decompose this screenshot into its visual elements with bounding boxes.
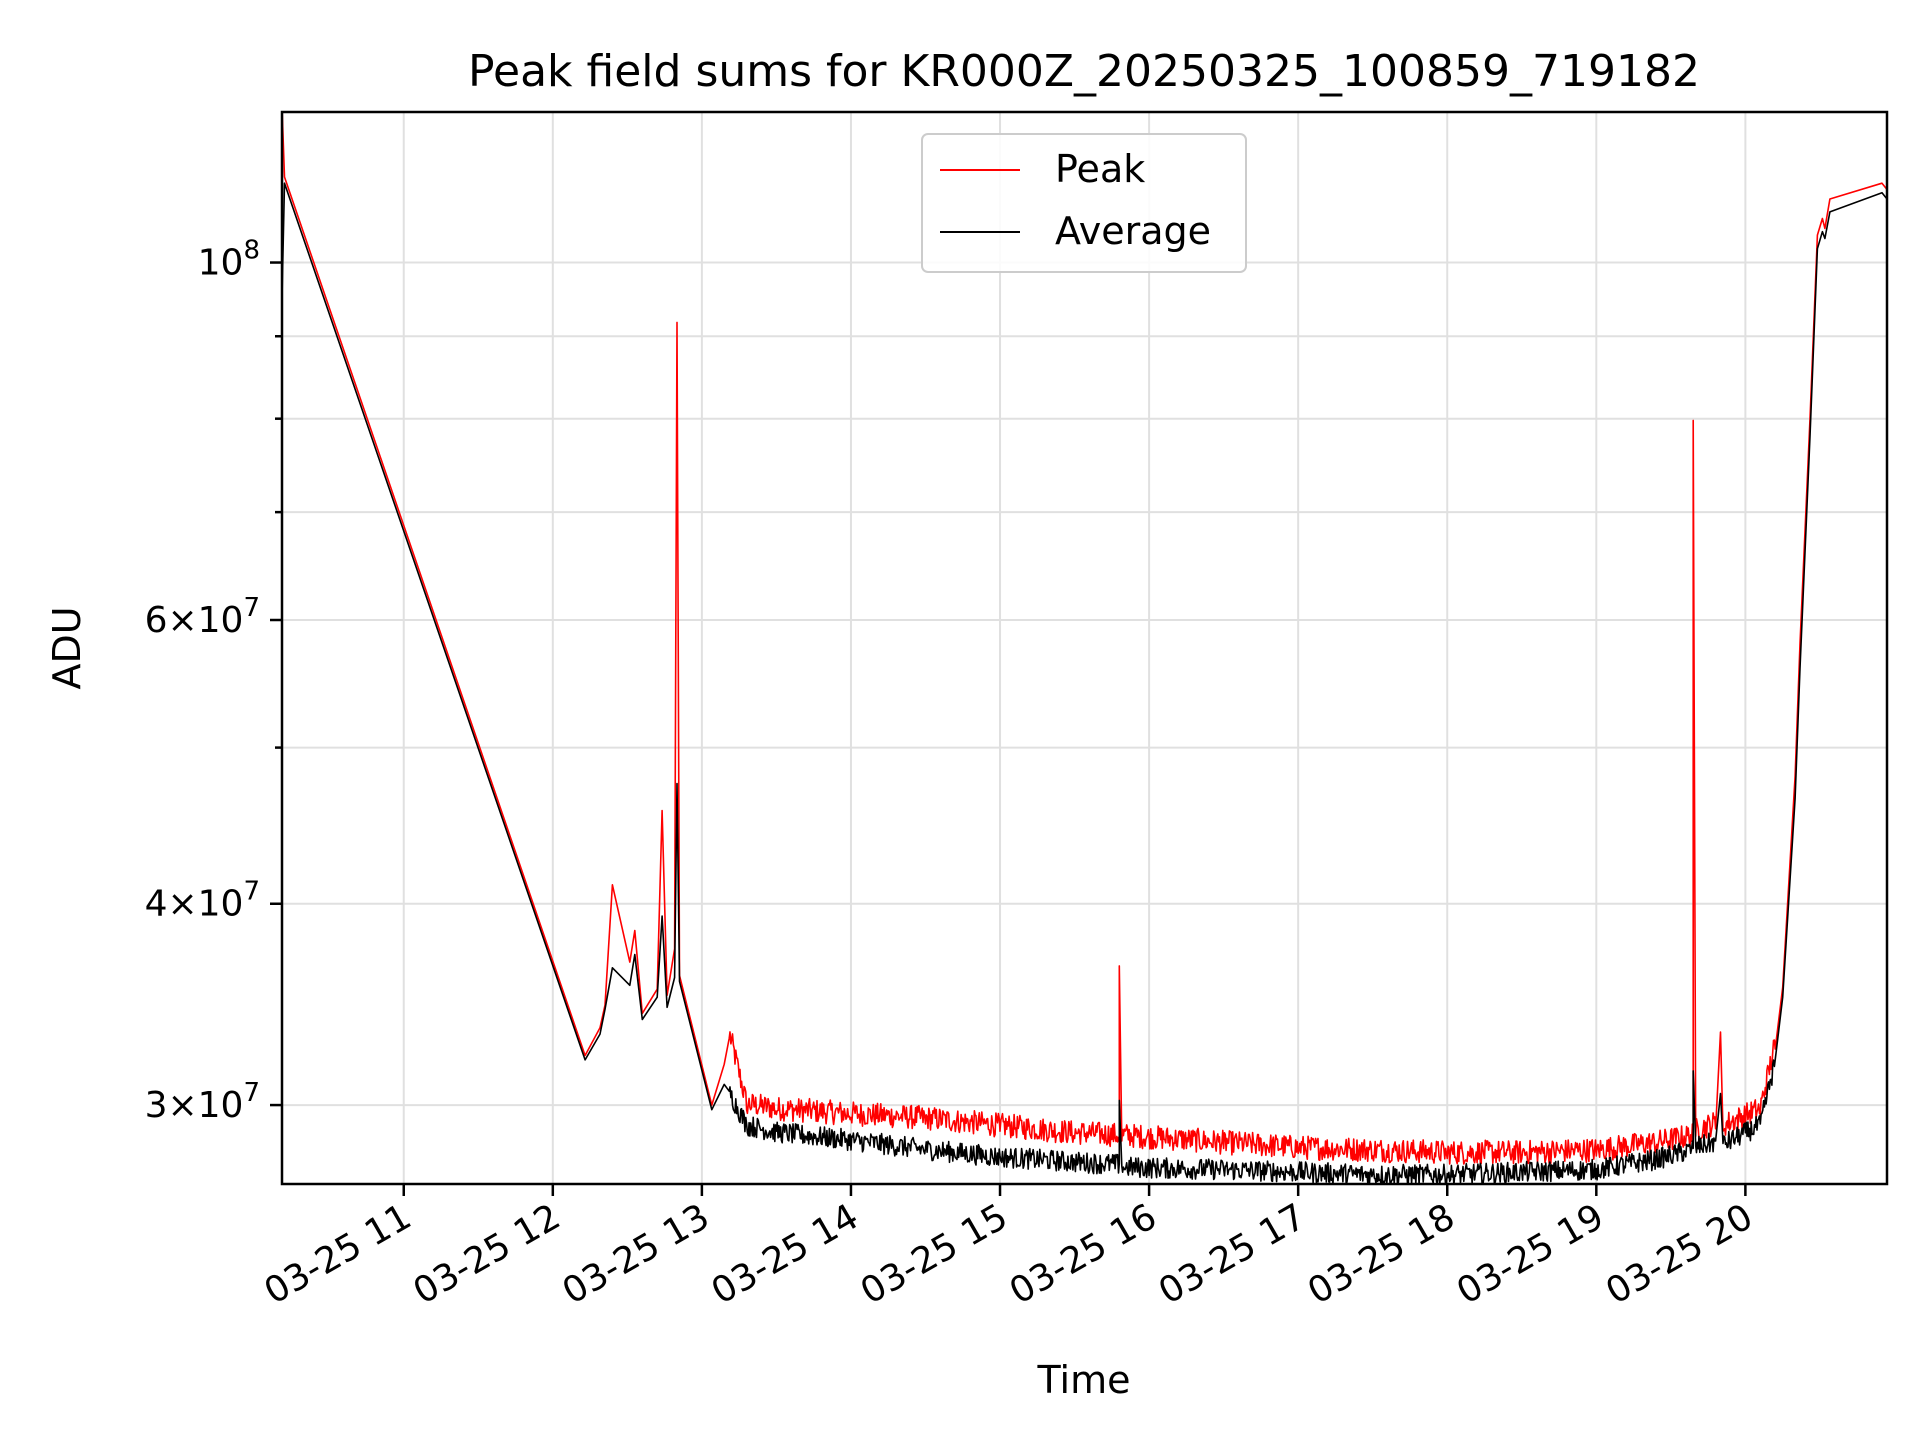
legend-box xyxy=(921,133,1247,273)
x-tick-label: 03-25 17 xyxy=(1152,1196,1313,1312)
legend-label-peak: Peak xyxy=(1055,147,1145,191)
x-tick-label: 03-25 16 xyxy=(1003,1196,1164,1312)
y-axis-label: ADU xyxy=(45,606,89,689)
y-axis: 3×107 4×107 6×107 108 xyxy=(145,236,282,1126)
x-tick-label: 03-25 12 xyxy=(407,1196,568,1312)
x-tick-label: 03-25 11 xyxy=(258,1196,419,1312)
plot-area xyxy=(282,112,1887,1184)
series-line-peak xyxy=(282,112,1887,1165)
chart-title: Peak field sums for KR000Z_20250325_1008… xyxy=(468,46,1700,97)
x-tick-label: 03-25 15 xyxy=(854,1196,1015,1312)
x-tick-label: 03-25 14 xyxy=(705,1196,866,1312)
y-tick-label: 3×107 xyxy=(145,1078,260,1126)
legend: Peak Average xyxy=(921,133,1247,273)
x-tick-label: 03-25 13 xyxy=(556,1196,717,1312)
y-tick-label: 108 xyxy=(198,236,260,284)
y-tick-label: 6×107 xyxy=(145,593,260,641)
x-tick-label: 03-25 18 xyxy=(1301,1196,1462,1312)
x-axis-label: Time xyxy=(1037,1358,1131,1402)
series-line-average xyxy=(282,182,1887,1184)
plot-frame xyxy=(280,110,1889,1186)
y-tick-label: 4×107 xyxy=(145,877,260,925)
legend-label-average: Average xyxy=(1055,209,1211,253)
x-tick-label: 03-25 20 xyxy=(1599,1196,1760,1312)
x-tick-label: 03-25 19 xyxy=(1450,1196,1611,1312)
